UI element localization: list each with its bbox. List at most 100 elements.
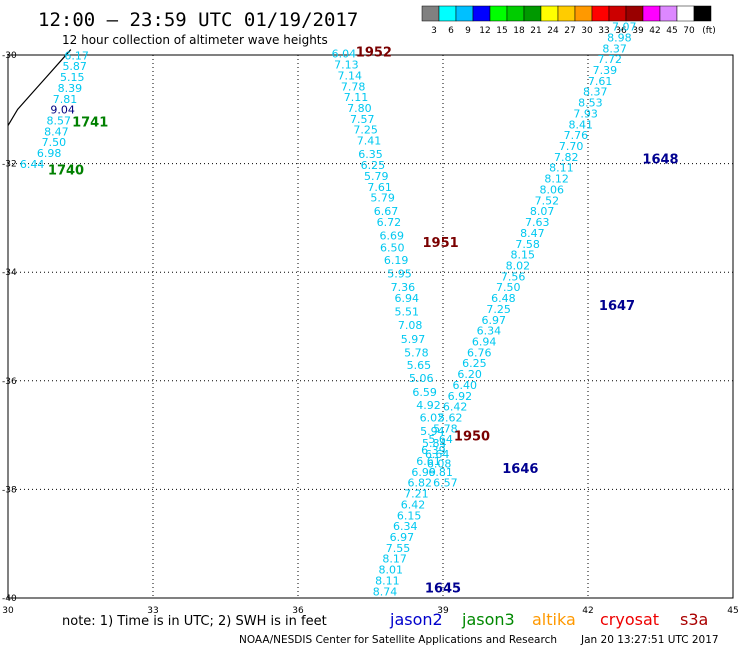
- wave-height-value: 5.84: [422, 437, 447, 450]
- legend-label: 70: [683, 26, 695, 36]
- wave-height-value: 6.72: [377, 216, 402, 229]
- wave-height-value: 5.64: [428, 433, 453, 446]
- wave-height-value: 7.52: [535, 194, 560, 207]
- wave-height-value: 7.72: [598, 53, 623, 66]
- wave-height-value: 8.02: [506, 259, 531, 272]
- legend-swatch: [591, 5, 610, 22]
- wave-height-value: 7.80: [347, 102, 372, 115]
- wave-height-value: 6.34: [477, 325, 502, 338]
- wave-height-value: 5.97: [401, 333, 426, 346]
- wave-height-value: 6.44: [20, 158, 45, 171]
- footer-credit: NOAA/NESDIS Center for Satellite Applica…: [239, 634, 557, 646]
- wave-height-value: 6.02: [420, 412, 445, 425]
- legend-swatch: [506, 5, 525, 22]
- legend-label: 18: [513, 26, 525, 36]
- legend-label: 12: [479, 26, 490, 36]
- wave-height-value: 8.07: [530, 205, 555, 218]
- wave-height-value: 5.78: [433, 422, 458, 435]
- legend-label: 45: [666, 26, 677, 36]
- wave-height-value: 8.17: [382, 553, 407, 566]
- wave-height-value: 7.55: [386, 542, 411, 555]
- wave-height-value: 7.70: [559, 140, 584, 153]
- coastline-segment: [7, 49, 72, 126]
- pass-time-label: 1740: [48, 163, 84, 178]
- y-tick-label: -32: [2, 160, 17, 170]
- legend-label: 30: [581, 26, 593, 36]
- wave-height-value: 6.40: [453, 379, 478, 392]
- wave-height-value: 8.41: [569, 118, 594, 131]
- wave-height-value: 5.15: [60, 71, 85, 84]
- legend-label: 3: [431, 26, 437, 36]
- wave-height-value: 7.82: [554, 151, 579, 164]
- wave-height-value: 6.67: [374, 205, 399, 218]
- wave-height-value: 7.58: [515, 238, 540, 251]
- legend-swatch: [455, 5, 474, 22]
- pass-time-label: 1647: [599, 299, 635, 314]
- footer-timestamp: Jan 20 13:27:51 UTC 2017: [580, 634, 719, 646]
- wave-height-value: 7.07: [612, 21, 637, 34]
- legend-swatch: [574, 5, 593, 22]
- pass-time-label: 1951: [422, 236, 458, 251]
- satellite-name-altika: altika: [532, 610, 576, 629]
- wave-height-value: 7.08: [398, 319, 423, 332]
- wave-height-value: 7.25: [486, 303, 511, 316]
- wave-height-value: 6.94: [395, 292, 420, 305]
- legend-label: (ft): [702, 26, 716, 36]
- wave-height-value: 6.97: [390, 531, 415, 544]
- wave-height-value: 6.08: [427, 458, 452, 471]
- legend-label: 24: [547, 26, 559, 36]
- wave-height-value: 6.34: [393, 520, 418, 533]
- wave-height-value: 8.11: [375, 574, 400, 587]
- wave-height-value: 6.50: [380, 242, 405, 255]
- wave-height-value: 8.37: [583, 86, 608, 99]
- legend-label: 21: [530, 26, 541, 36]
- wave-height-value: 5.62: [438, 412, 463, 425]
- wave-height-value: 6.92: [448, 390, 473, 403]
- wave-height-value: 6.94: [472, 336, 497, 349]
- map-title: 12:00 — 23:59 UTC 01/19/2017: [38, 9, 358, 31]
- x-tick-label: 45: [727, 606, 738, 616]
- wave-height-value: 6.39: [421, 444, 446, 457]
- legend-swatch: [540, 5, 559, 22]
- wave-height-value: 6.81: [428, 466, 453, 479]
- y-tick-label: -40: [2, 594, 17, 604]
- plot-area: 30 33 36 39 42 45-30-32-34-36-38-40 6.047.137…: [2, 21, 739, 616]
- wave-height-value: 8.11: [549, 162, 574, 175]
- wave-height-value: 8.12: [544, 173, 569, 186]
- wave-height-value: 7.25: [353, 124, 378, 137]
- wave-height-value: 7.11: [344, 91, 369, 104]
- wave-height-value: 7.78: [341, 80, 366, 93]
- wave-height-value: 7.50: [42, 136, 67, 149]
- x-tick-label: 33: [147, 606, 158, 616]
- wave-height-value: 5.65: [407, 359, 432, 372]
- legend-swatch: [608, 5, 627, 22]
- wave-height-value: 7.61: [588, 75, 613, 88]
- wave-height-value: 6.35: [358, 148, 383, 161]
- x-tick-label: 42: [582, 606, 593, 616]
- wave-height-value: 8.47: [44, 125, 69, 138]
- wave-height-value: 6.17: [64, 49, 89, 62]
- map-subtitle: 12 hour collection of altimeter wave hei…: [62, 33, 328, 47]
- wave-height-value: 8.47: [520, 227, 545, 240]
- wave-height-value: 7.56: [501, 270, 526, 283]
- wave-height-value: 7.76: [564, 129, 589, 142]
- legend-label: 9: [465, 26, 471, 36]
- axis-ticks: 30 33 36 39 42 45 -30 -32 -34 -36 -38 -40: [2, 51, 739, 616]
- wave-height-value: 7.39: [593, 64, 618, 77]
- satellite-legend: jason2 jason3 altika cryosat s3a: [389, 610, 708, 629]
- wave-height-value: 7.36: [391, 281, 416, 294]
- satellite-name-s3a: s3a: [680, 610, 708, 629]
- pass-time-label: 1645: [425, 582, 461, 597]
- wave-height-value: 6.64: [425, 448, 450, 461]
- wave-height-value: 6.98: [37, 147, 62, 160]
- y-tick-label: -38: [2, 485, 17, 495]
- wave-height-value: 6.19: [384, 254, 409, 267]
- legend-swatch: [642, 5, 661, 22]
- wave-height-value: 6.42: [401, 498, 426, 511]
- wave-height-value: 8.06: [540, 183, 565, 196]
- coastline: [7, 49, 72, 126]
- wave-height-value: 7.50: [496, 281, 521, 294]
- wave-height-value: 8.39: [58, 82, 83, 95]
- legend-swatch: [421, 5, 440, 22]
- wave-height-value: 9.04: [50, 104, 75, 117]
